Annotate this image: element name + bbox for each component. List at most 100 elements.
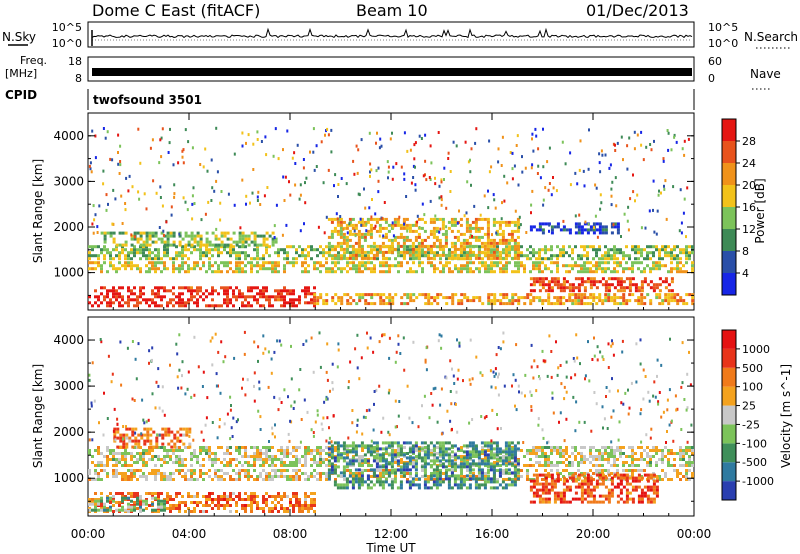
freq-label: Freq. bbox=[20, 54, 47, 67]
colorbar-swatch bbox=[722, 481, 736, 500]
colorbar-tick: 28 bbox=[742, 135, 756, 148]
x-axis-label: Time UT bbox=[365, 541, 416, 554]
band-5 bbox=[327, 441, 520, 490]
colorbar-tick: -500 bbox=[742, 456, 767, 469]
beam-title: Beam 10 bbox=[356, 1, 428, 20]
velocity-colorbar: 1000 500 100 25 -25 -100 -500 -1000 bbox=[721, 329, 774, 501]
band-6 bbox=[113, 427, 192, 449]
band-1 bbox=[88, 496, 166, 512]
colorbar-tick: -1000 bbox=[742, 475, 774, 488]
nsearch-label: N.Search bbox=[744, 30, 798, 44]
station-title: Dome C East (fitACF) bbox=[92, 1, 260, 20]
velocity-colorbar-label: Velocity [m s^-1] bbox=[779, 364, 793, 468]
cpid-label: CPID bbox=[5, 88, 37, 102]
ytick-label: 2000 bbox=[53, 425, 84, 439]
scatter-echoes bbox=[88, 126, 690, 239]
band-6 bbox=[529, 222, 620, 235]
ytick-label: 4000 bbox=[53, 129, 84, 143]
band-2 bbox=[88, 261, 694, 274]
nsearch-tick-high: 10^5 bbox=[708, 21, 738, 34]
power-colorbar-label: Power [dB] bbox=[753, 178, 767, 243]
power-ylabel: Slant Range [km] bbox=[31, 159, 45, 263]
band-5 bbox=[529, 277, 674, 293]
colorbar-tick: 4 bbox=[742, 267, 749, 280]
nave-tick-high: 60 bbox=[708, 55, 722, 68]
velocity-panel: 1000 2000 3000 4000 Slant Range [km] bbox=[31, 316, 695, 517]
band-0 bbox=[88, 286, 316, 308]
colorbar-swatch bbox=[722, 462, 736, 482]
freq-tick-low: 8 bbox=[75, 72, 82, 85]
ytick-label: 1000 bbox=[53, 266, 84, 280]
scatter-echoes bbox=[88, 330, 693, 445]
cpid-value: twofsound 3501 bbox=[93, 93, 202, 107]
ytick-label: 2000 bbox=[53, 220, 84, 234]
xtick-label: 08:00 bbox=[273, 527, 308, 541]
nave-label: Nave bbox=[750, 67, 781, 81]
power-panel: 1000 2000 3000 4000 Slant Range [km] bbox=[31, 112, 695, 311]
colorbar-tick: 20 bbox=[742, 179, 756, 192]
ytick-label: 1000 bbox=[53, 471, 84, 485]
ytick-label: 3000 bbox=[53, 174, 84, 188]
colorbar-swatch bbox=[722, 386, 736, 406]
colorbar-tick: 25 bbox=[742, 400, 756, 413]
nave-tick-low: 0 bbox=[708, 72, 715, 85]
ytick-label: 4000 bbox=[53, 333, 84, 347]
noise-panel: 10^5 10^0 10^5 10^0 bbox=[52, 21, 738, 50]
colorbar-swatch bbox=[722, 273, 736, 295]
colorbar-tick: 8 bbox=[742, 245, 749, 258]
colorbar-tick: -25 bbox=[742, 418, 760, 431]
band-0 bbox=[88, 492, 316, 513]
band-7 bbox=[100, 231, 278, 247]
colorbar-swatch bbox=[722, 330, 736, 349]
band-4 bbox=[529, 473, 659, 504]
xtick-label: 04:00 bbox=[172, 527, 207, 541]
nsky-label: N.Sky bbox=[2, 30, 36, 44]
colorbar-tick: 1000 bbox=[742, 343, 770, 356]
colorbar-swatch bbox=[722, 251, 736, 273]
colorbar-swatch bbox=[722, 185, 736, 207]
xtick-label: 12:00 bbox=[374, 527, 409, 541]
colorbar-swatch bbox=[722, 141, 736, 163]
xtick-label: 20:00 bbox=[576, 527, 611, 541]
ytick-label: 3000 bbox=[53, 379, 84, 393]
colorbar-swatch bbox=[722, 348, 736, 368]
colorbar-swatch bbox=[722, 163, 736, 185]
colorbar-swatch bbox=[722, 207, 736, 229]
velocity-cells bbox=[88, 330, 694, 513]
band-4 bbox=[327, 217, 520, 260]
colorbar-tick: 500 bbox=[742, 362, 763, 375]
colorbar-tick: 12 bbox=[742, 223, 756, 236]
colorbar-tick: -100 bbox=[742, 437, 767, 450]
nsky-tick-low: 10^0 bbox=[52, 37, 82, 50]
colorbar-swatch bbox=[722, 229, 736, 251]
colorbar-swatch bbox=[722, 367, 736, 387]
colorbar-tick: 16 bbox=[742, 201, 756, 214]
colorbar-tick: 24 bbox=[742, 157, 756, 170]
frequency-trace bbox=[92, 68, 692, 76]
colorbar-swatch bbox=[722, 405, 736, 425]
power-colorbar: 4 8 12 16 20 24 28 bbox=[721, 118, 756, 296]
freq-unit-label: [MHz] bbox=[5, 67, 37, 80]
velocity-yticks: 1000 2000 3000 4000 bbox=[53, 333, 694, 502]
colorbar-tick: 100 bbox=[742, 381, 763, 394]
xtick-label: 00:00 bbox=[71, 527, 106, 541]
cpid-strip: twofsound 3501 bbox=[87, 89, 695, 110]
nsearch-tick-low: 10^0 bbox=[708, 37, 738, 50]
colorbar-swatch bbox=[722, 424, 736, 444]
frequency-panel: 18 8 60 0 bbox=[68, 55, 722, 85]
xtick-label: 16:00 bbox=[475, 527, 510, 541]
velocity-ylabel: Slant Range [km] bbox=[31, 364, 45, 468]
nsky-tick-high: 10^5 bbox=[52, 21, 82, 34]
power-cells bbox=[88, 126, 695, 308]
colorbar-swatch bbox=[722, 119, 736, 141]
x-axis: 00:00 04:00 08:00 12:00 16:00 20:00 00:00 bbox=[71, 113, 712, 541]
band-3 bbox=[88, 245, 694, 261]
xtick-label: 00:00 bbox=[677, 527, 712, 541]
freq-tick-high: 18 bbox=[68, 55, 82, 68]
band-1 bbox=[313, 293, 695, 306]
power-yticks: 1000 2000 3000 4000 bbox=[53, 129, 694, 296]
noise-trace bbox=[91, 27, 693, 46]
date-title: 01/Dec/2013 bbox=[586, 1, 689, 20]
colorbar-swatch bbox=[722, 443, 736, 463]
